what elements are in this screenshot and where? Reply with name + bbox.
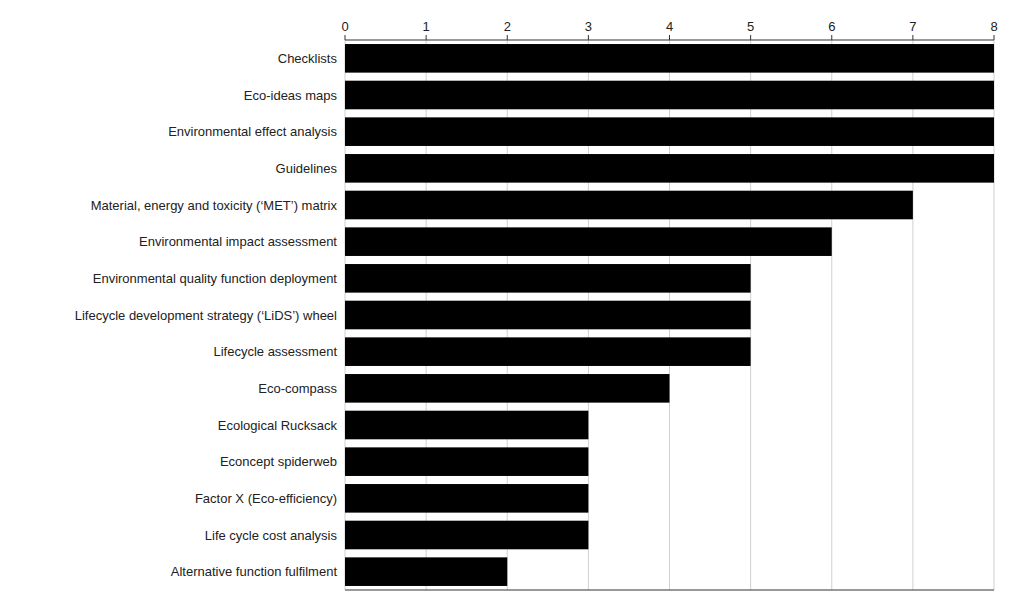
bar (345, 557, 507, 586)
bar (345, 411, 588, 440)
category-label: Econcept spiderweb (220, 454, 337, 469)
x-tick-label: 7 (909, 19, 916, 34)
category-label: Environmental impact assessment (139, 234, 337, 249)
bar (345, 447, 588, 476)
category-label: Life cycle cost analysis (205, 528, 338, 543)
x-tick (994, 35, 995, 40)
x-tick-label: 2 (504, 19, 511, 34)
chart-svg: 0 1 2 3 4 5 6 7 8 Alternative function fulfilment… (0, 0, 1024, 610)
x-axis: 0 1 2 3 4 5 6 7 8 (341, 19, 997, 40)
bar (345, 117, 994, 146)
category-label: Lifecycle assessment (213, 344, 337, 359)
x-tick (426, 35, 427, 40)
x-tick-label: 3 (585, 19, 592, 34)
x-tick (345, 35, 346, 40)
bar (345, 191, 913, 220)
bottom-axis-line (345, 590, 994, 591)
bar (345, 337, 751, 366)
bar (345, 154, 994, 183)
category-label: Eco-compass (258, 381, 337, 396)
x-tick-label: 0 (341, 19, 348, 34)
category-label: Checklists (278, 51, 338, 66)
x-tick (588, 35, 589, 40)
category-label: Eco-ideas maps (244, 88, 338, 103)
bar (345, 301, 751, 330)
bar (345, 484, 588, 513)
x-tick (912, 35, 913, 40)
category-label: Guidelines (276, 161, 338, 176)
x-tick-label: 4 (666, 19, 673, 34)
category-label: Lifecycle development strategy (‘LiDS’) … (75, 308, 337, 323)
chart-container: 0 1 2 3 4 5 6 7 8 Alternative function fulfilment… (0, 0, 1024, 610)
bars (345, 44, 994, 586)
category-label: Ecological Rucksack (218, 418, 338, 433)
bar (345, 227, 832, 256)
bar (345, 81, 994, 110)
y-axis: Alternative function fulfilment Life cycl… (75, 51, 338, 579)
x-tick-label: 8 (990, 19, 997, 34)
x-tick (669, 35, 670, 40)
category-label: Factor X (Eco-efficiency) (195, 491, 337, 506)
x-tick-label: 5 (747, 19, 754, 34)
bar (345, 44, 994, 73)
bar (345, 521, 588, 550)
x-tick (750, 35, 751, 40)
bar (345, 374, 670, 403)
category-label: Environmental effect analysis (168, 124, 337, 139)
x-tick (831, 35, 832, 40)
bar (345, 264, 751, 293)
category-label: Material, energy and toxicity (‘MET’) ma… (91, 198, 338, 213)
x-tick (507, 35, 508, 40)
x-tick-label: 1 (423, 19, 430, 34)
grid (345, 40, 994, 590)
category-label: Environmental quality function deploymen… (93, 271, 338, 286)
x-tick-label: 6 (828, 19, 835, 34)
category-label: Alternative function fulfilment (171, 564, 338, 579)
